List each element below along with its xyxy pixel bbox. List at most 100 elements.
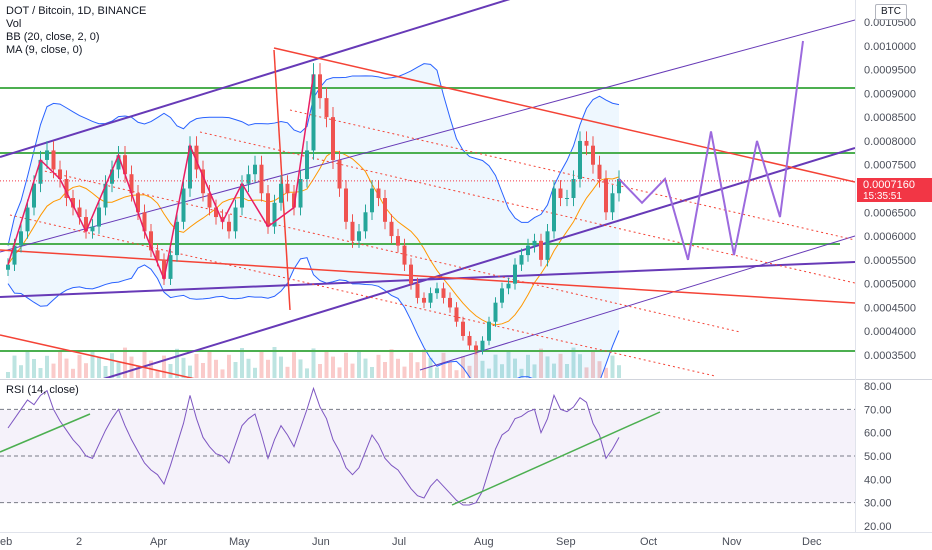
volume-bar — [441, 352, 446, 378]
bollinger-legend[interactable]: BB (20, close, 2, 0) — [6, 31, 100, 43]
volume-bar — [383, 362, 387, 378]
time-axis-label: Nov — [722, 536, 742, 548]
candle-body — [500, 288, 504, 303]
candle-body — [480, 340, 485, 351]
candle-body — [578, 140, 582, 179]
volume-bar — [58, 350, 62, 378]
volume-bar — [292, 352, 296, 378]
candle-body — [38, 159, 43, 184]
price-axis-label: 0.0004500 — [864, 302, 916, 314]
price-axis-label: 0.0007500 — [864, 160, 916, 172]
price-axis-label: 0.0006000 — [864, 231, 916, 243]
volume-bar — [487, 368, 491, 378]
rsi-line — [7, 386, 620, 506]
candle-body — [19, 231, 23, 246]
time-axis-label: eb — [0, 536, 12, 548]
volume-bar — [428, 357, 433, 378]
volume-bar — [565, 364, 569, 378]
candle-body — [545, 231, 550, 260]
volume-bar — [227, 354, 231, 378]
volume-bar — [539, 348, 543, 378]
candle-body — [110, 169, 114, 184]
volume-bar — [220, 369, 225, 378]
candle-body — [532, 240, 537, 246]
symbol-title[interactable]: DOT / Bitcoin, 1D, BINANCE — [6, 5, 147, 17]
volume-bar — [578, 354, 582, 378]
candle-body — [90, 226, 95, 232]
candle-body — [389, 221, 394, 237]
downtrend-line — [0, 334, 195, 378]
bollinger-fill — [8, 63, 619, 378]
price-axis-label: 0.0009000 — [864, 88, 916, 100]
volume-bar — [506, 351, 511, 378]
volume-bar — [6, 372, 10, 378]
time-axis-label: Jun — [312, 536, 330, 548]
price-badge-value: 0.0007160 — [863, 179, 915, 191]
rsi-axis-label: 70.00 — [864, 404, 892, 416]
candle-body — [428, 293, 433, 303]
price-axis-label: 0.0006500 — [864, 207, 916, 219]
candle-body — [253, 164, 257, 175]
volume-bar — [259, 351, 264, 378]
volume-bar — [474, 352, 478, 378]
candle-body — [435, 288, 439, 294]
rsi-axis-label: 80.00 — [864, 381, 892, 393]
parallel-line — [199, 131, 855, 284]
candle-body — [454, 307, 459, 322]
candle-body — [71, 198, 75, 208]
price-axis-label: 0.0010000 — [864, 41, 916, 53]
rsi-legend[interactable]: RSI (14, close) — [6, 384, 79, 396]
volume-bar — [324, 350, 329, 378]
rsi-axis-label: 40.00 — [864, 474, 892, 486]
candle-body — [539, 240, 543, 260]
volume-bar — [519, 368, 524, 378]
candle-body — [415, 283, 420, 298]
candle-body — [331, 117, 335, 160]
candle-body — [136, 193, 140, 213]
volume-bar — [493, 354, 498, 378]
candle-body — [266, 193, 270, 227]
candle-body — [461, 321, 465, 336]
candle-body — [58, 169, 62, 179]
volume-bar — [240, 348, 244, 378]
candle-body — [220, 217, 225, 222]
downtrend-line — [0, 249, 855, 304]
candle-body — [142, 212, 147, 232]
candle-body — [363, 212, 368, 232]
price-axis-label: 0.0010500 — [864, 17, 916, 29]
price-axis-label: 0.0004000 — [864, 326, 916, 338]
candle-body — [233, 207, 238, 232]
candle-body — [149, 231, 153, 251]
volume-bar — [279, 356, 283, 378]
moving-average-legend[interactable]: MA (9, close, 0) — [6, 44, 83, 56]
candle-body — [617, 178, 621, 194]
volume-bar — [207, 350, 212, 378]
volume-bar — [12, 355, 17, 378]
spike-line — [273, 49, 291, 311]
candle-body — [32, 183, 36, 208]
candle-body — [597, 164, 602, 179]
volume-bar — [617, 365, 621, 378]
time-axis-label: Aug — [474, 536, 494, 548]
volume-bar — [201, 363, 205, 378]
candle-body — [207, 193, 212, 208]
candle-body — [571, 178, 576, 199]
candle-body — [513, 264, 517, 284]
time-axis-label: Dec — [802, 536, 822, 548]
volume-bar — [155, 370, 160, 378]
candle-body — [6, 264, 10, 270]
currency-badge-label: BTC — [881, 6, 901, 17]
volume-bar — [298, 359, 303, 378]
volume-bar — [285, 366, 290, 378]
candle-body — [506, 283, 511, 289]
volume-bar — [552, 363, 556, 378]
candle-body — [194, 145, 199, 170]
currency-badge[interactable]: BTC — [875, 4, 907, 20]
parallel-line — [9, 214, 716, 377]
price-axis-label: 0.0003500 — [864, 350, 916, 362]
volume-bar — [45, 355, 49, 378]
time-axis-label: Oct — [640, 536, 657, 548]
volume-bar — [51, 363, 56, 378]
volume-bar — [376, 354, 381, 378]
volume-legend[interactable]: Vol — [6, 18, 22, 30]
